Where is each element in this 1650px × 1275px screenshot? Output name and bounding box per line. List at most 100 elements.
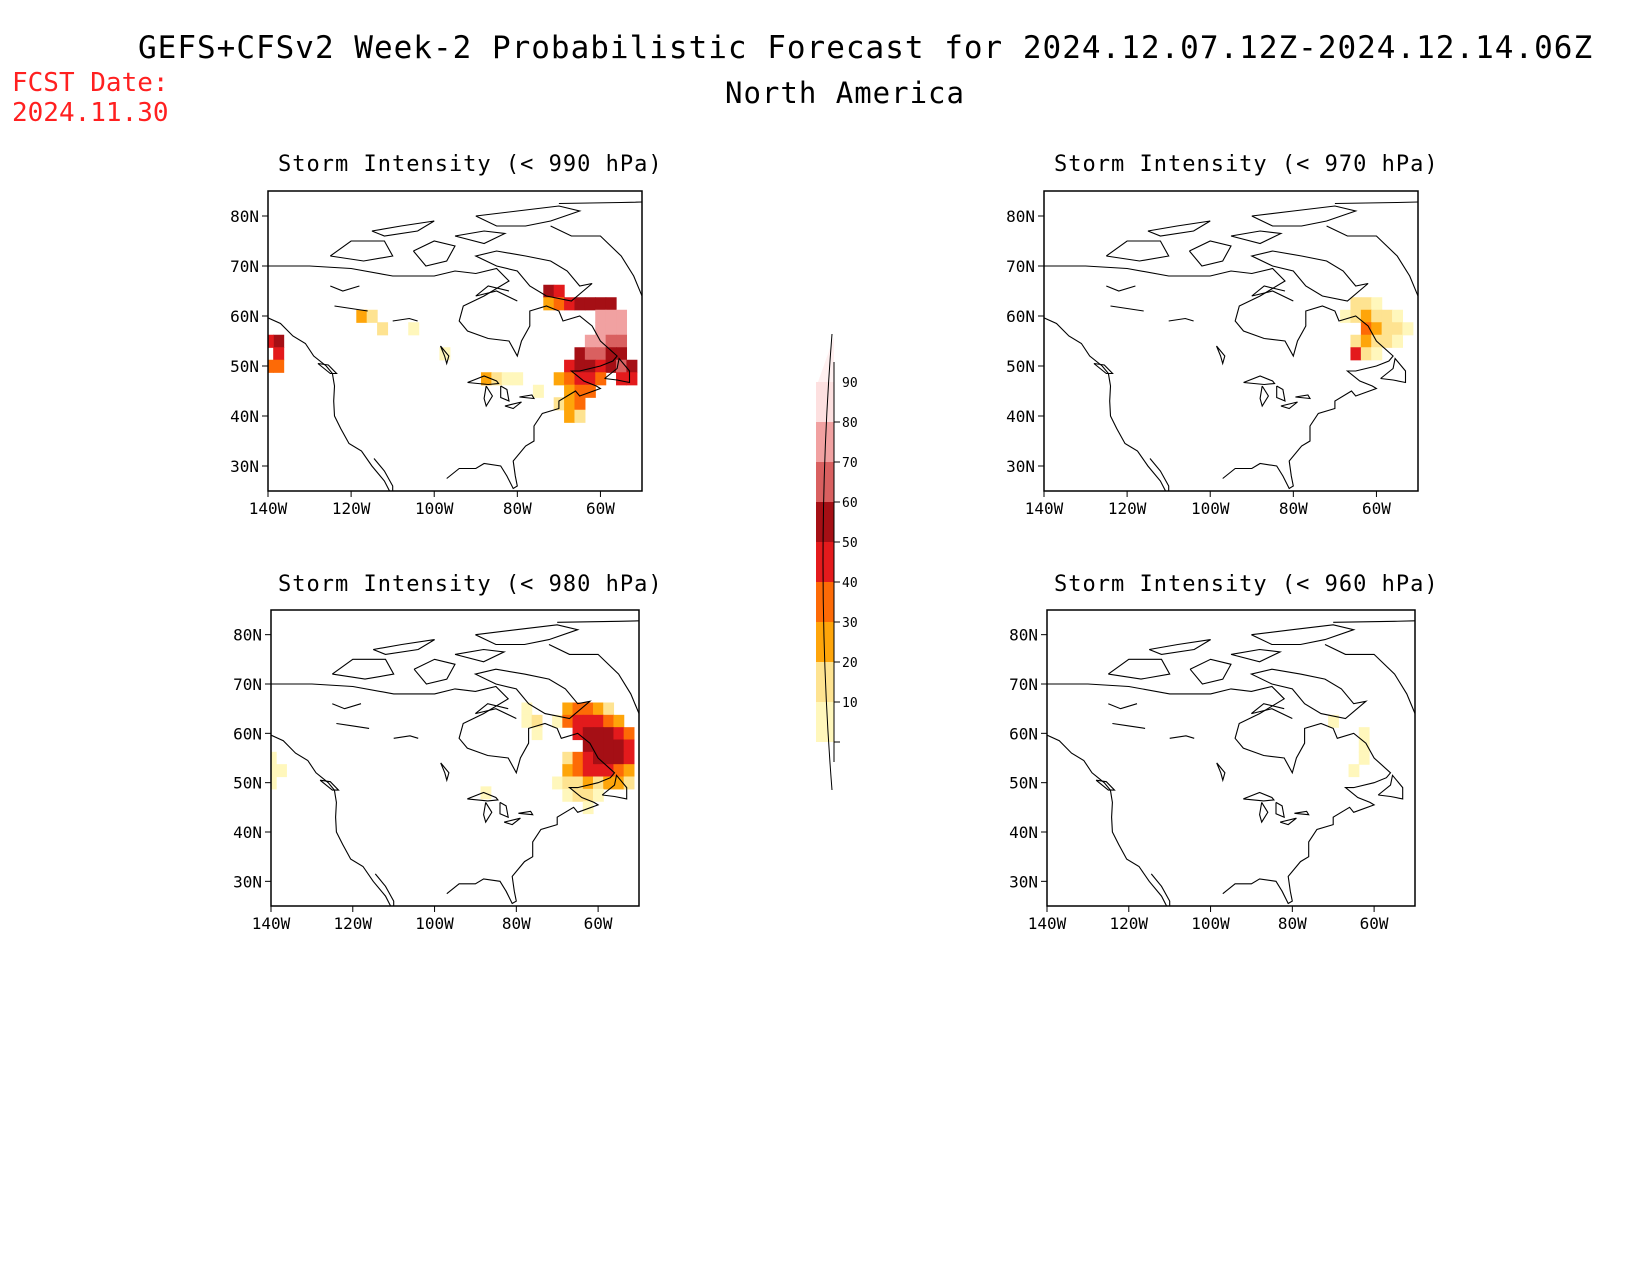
- lon-tick-label: 140W: [1028, 914, 1067, 933]
- coastline: [1279, 817, 1297, 826]
- probability-cell: [574, 297, 586, 311]
- probability-cell: [562, 751, 574, 765]
- lat-tick-label: 40N: [233, 823, 262, 842]
- coastline: [393, 735, 419, 739]
- colorbar-label: 10: [842, 696, 858, 711]
- probability-cell: [572, 702, 584, 716]
- probability-cell: [626, 372, 638, 386]
- probability-cell: [1350, 347, 1362, 361]
- region-subtitle: North America: [725, 76, 965, 110]
- probability-cell: [584, 297, 596, 311]
- probability-cell: [1371, 322, 1383, 336]
- probability-cell: [613, 764, 625, 778]
- probability-cell: [582, 764, 594, 778]
- colorbar-label: 30: [842, 616, 858, 631]
- coastline: [1250, 250, 1369, 302]
- coastline: [557, 620, 639, 623]
- coastline: [1169, 735, 1195, 739]
- coastline: [1259, 385, 1270, 408]
- probability-cell: [1360, 297, 1372, 311]
- coastline: [550, 225, 642, 297]
- coastline: [268, 265, 618, 490]
- map-panel-960: 80N 70N 60N 50N 40N 30N 140W 120W 100W 80W 60W: [1009, 609, 1416, 933]
- coastline: [319, 779, 340, 791]
- coastline: [1276, 385, 1286, 402]
- probability-cell: [595, 297, 607, 311]
- coastline: [467, 791, 499, 802]
- probability-cell: [562, 776, 574, 790]
- probability-cell: [605, 309, 617, 323]
- panel-title-980: Storm Intensity (< 980 hPa): [278, 572, 663, 597]
- coastline: [604, 357, 631, 384]
- lat-tick-label: 70N: [233, 675, 262, 694]
- coastline: [1324, 644, 1415, 715]
- probability-cell: [584, 372, 596, 386]
- probability-cell: [1350, 297, 1362, 311]
- probability-cell: [1392, 309, 1404, 323]
- lon-tick-label: 140W: [252, 914, 291, 933]
- coastline: [500, 385, 510, 402]
- probability-cell: [605, 297, 617, 311]
- lon-tick-label: 100W: [1191, 499, 1230, 518]
- probability-cell: [1392, 322, 1404, 336]
- coastline: [374, 873, 395, 906]
- coastline: [483, 385, 494, 408]
- probability-cell: [1340, 309, 1352, 323]
- probability-cell: [582, 751, 594, 765]
- probability-cell: [574, 359, 586, 373]
- lat-tick-label: 70N: [230, 257, 259, 276]
- coastline: [503, 817, 521, 826]
- lat-tick-label: 30N: [233, 872, 262, 891]
- colorbar-segment: [816, 502, 834, 542]
- probability-cell: [1360, 347, 1372, 361]
- probability-cell: [582, 788, 594, 802]
- lon-tick-label: 100W: [415, 914, 454, 933]
- coastline: [475, 703, 517, 719]
- probability-cell: [605, 334, 617, 348]
- coastline: [483, 802, 493, 824]
- probability-cell: [572, 764, 584, 778]
- probability-cell: [613, 751, 625, 765]
- probability-cell: [603, 751, 615, 765]
- coastline: [413, 658, 456, 685]
- map-frame: [270, 609, 640, 907]
- probability-cell: [605, 359, 617, 373]
- lat-tick-label: 60N: [1009, 724, 1038, 743]
- probability-cell: [273, 347, 285, 361]
- probability-cell: [1392, 334, 1404, 348]
- probability-cell: [1348, 764, 1360, 778]
- probability-cell: [1371, 347, 1383, 361]
- coastline: [1377, 774, 1404, 800]
- probability-cell: [1360, 322, 1372, 336]
- lat-tick-label: 60N: [230, 307, 259, 326]
- lon-tick-label: 60W: [586, 499, 615, 518]
- coastline: [504, 401, 522, 410]
- probability-cell: [553, 284, 565, 298]
- lat-tick-label: 40N: [230, 407, 259, 426]
- lat-tick-label: 80N: [233, 626, 262, 645]
- probability-cell: [605, 322, 617, 336]
- lat-tick-label: 50N: [233, 774, 262, 793]
- lat-tick-label: 70N: [1009, 675, 1038, 694]
- probability-cell: [268, 334, 274, 348]
- lon-tick-label: 120W: [1110, 914, 1149, 933]
- coastline: [336, 722, 370, 729]
- forecast-date-label: FCST Date:: [12, 68, 169, 98]
- coastline: [1230, 648, 1283, 663]
- probability-cell: [584, 334, 596, 348]
- lon-tick-label: 80W: [1279, 499, 1308, 518]
- probability-cell: [574, 347, 586, 361]
- probability-cell: [613, 739, 625, 753]
- coastline: [331, 658, 395, 680]
- coastline: [1044, 317, 1167, 491]
- probability-cell: [564, 359, 576, 373]
- probability-cell: [1358, 751, 1370, 765]
- lat-tick-label: 60N: [1006, 307, 1035, 326]
- coastline: [330, 285, 360, 292]
- coastline: [439, 345, 450, 366]
- probability-cell: [613, 727, 625, 741]
- probability-cell: [626, 359, 638, 373]
- coastline: [329, 240, 394, 262]
- probability-cell: [582, 776, 594, 790]
- probability-cell: [613, 776, 625, 790]
